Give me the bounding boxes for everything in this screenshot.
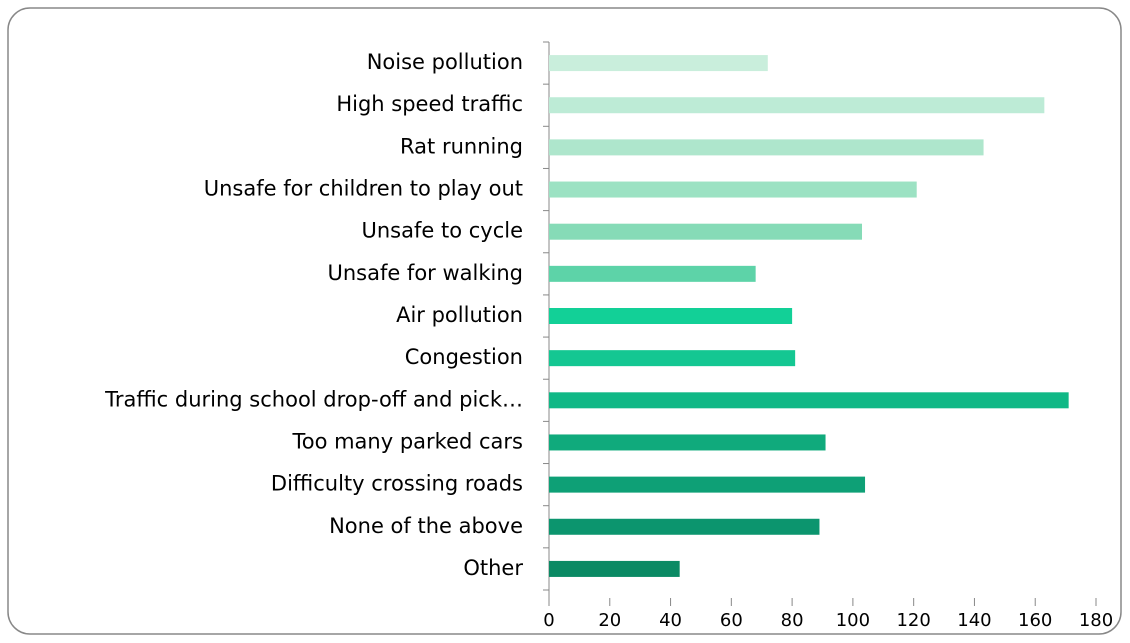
bar bbox=[549, 350, 796, 367]
y-tick-label: Other bbox=[463, 556, 523, 580]
x-tick-label: 20 bbox=[598, 610, 621, 631]
y-tick-label: Rat running bbox=[400, 134, 523, 158]
bar bbox=[549, 560, 680, 577]
bar bbox=[549, 139, 984, 156]
x-tick-label: 160 bbox=[1018, 610, 1052, 631]
bar bbox=[549, 97, 1045, 114]
y-tick-label: Noise pollution bbox=[367, 50, 523, 74]
x-tick-label: 120 bbox=[896, 610, 930, 631]
x-tick-label: 40 bbox=[659, 610, 682, 631]
y-tick-label: Too many parked cars bbox=[291, 429, 523, 453]
bar bbox=[549, 476, 866, 493]
y-tick-label: Traffic during school drop-off and pick… bbox=[104, 387, 523, 411]
bar bbox=[549, 518, 820, 535]
y-tick-label: High speed traffic bbox=[336, 92, 523, 116]
y-tick-label: Difficulty crossing roads bbox=[271, 472, 523, 496]
bar bbox=[549, 223, 863, 240]
bar bbox=[549, 308, 793, 324]
y-tick-label: None of the above bbox=[329, 514, 523, 538]
bar bbox=[549, 265, 756, 282]
x-tick-label: 80 bbox=[781, 610, 804, 631]
y-tick-label: Unsafe for walking bbox=[327, 261, 523, 285]
bar bbox=[549, 392, 1069, 409]
y-tick-label: Congestion bbox=[405, 345, 523, 369]
bar bbox=[549, 181, 917, 198]
x-tick-label: 60 bbox=[720, 610, 743, 631]
y-tick-label: Unsafe to cycle bbox=[361, 219, 523, 243]
y-tick-label: Unsafe for children to play out bbox=[204, 177, 523, 201]
x-tick-label: 100 bbox=[836, 610, 870, 631]
y-tick-label: Air pollution bbox=[396, 303, 523, 327]
x-tick-label: 140 bbox=[957, 610, 991, 631]
x-tick-label: 0 bbox=[543, 610, 554, 631]
bar bbox=[549, 434, 826, 451]
x-tick-label: 180 bbox=[1079, 610, 1113, 631]
bar bbox=[549, 55, 768, 72]
